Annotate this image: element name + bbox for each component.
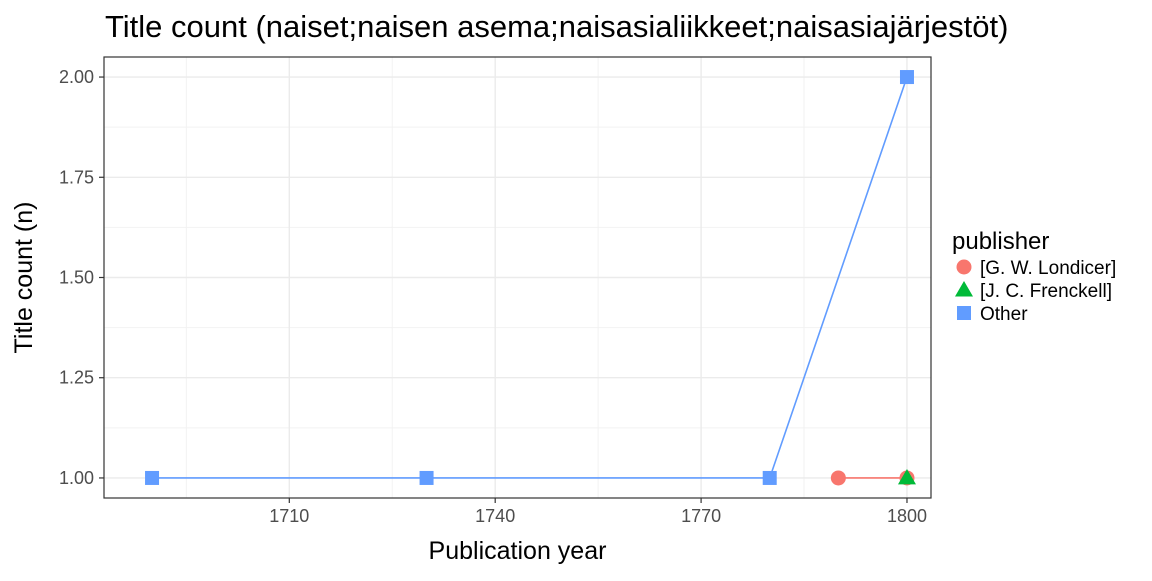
data-point	[762, 470, 777, 485]
series-layer	[145, 70, 916, 486]
data-point	[897, 468, 916, 485]
legend-label: [J. C. Frenckell]	[980, 281, 1112, 302]
x-tick-label: 1800	[887, 506, 927, 526]
y-tick-label: 1.25	[59, 368, 94, 388]
legend: publisher [G. W. Londicer][J. C. Frencke…	[952, 228, 1116, 325]
legend-key	[956, 259, 972, 275]
grid	[104, 57, 931, 498]
legend-key	[955, 281, 973, 297]
legend-title: publisher	[952, 228, 1049, 255]
data-point	[899, 70, 914, 85]
data-point	[830, 470, 846, 486]
series-2	[145, 70, 914, 485]
y-axis-title: Title count (n)	[10, 202, 38, 354]
data-point	[145, 470, 160, 485]
legend-item: Other	[957, 304, 1028, 325]
y-axis: 1.00 1.25 1.50 1.75 2.00	[59, 67, 104, 488]
legend-key	[957, 306, 971, 320]
y-tick-label: 1.00	[59, 468, 94, 488]
series-line	[152, 76, 908, 479]
data-point	[419, 470, 434, 485]
legend-item: [G. W. Londicer]	[956, 258, 1116, 279]
x-axis-title: Publication year	[429, 537, 607, 565]
legend-label: [G. W. Londicer]	[980, 258, 1116, 279]
y-tick-label: 1.50	[59, 268, 94, 288]
legend-label: Other	[980, 304, 1028, 325]
x-axis: 1710 1740 1770 1800	[269, 498, 927, 526]
x-tick-label: 1740	[475, 506, 515, 526]
x-tick-label: 1770	[681, 506, 721, 526]
legend-item: [J. C. Frenckell]	[955, 281, 1112, 302]
y-tick-label: 1.75	[59, 167, 94, 187]
x-tick-label: 1710	[269, 506, 309, 526]
chart-title: Title count (naiset;naisen asema;naisasi…	[105, 9, 1008, 44]
y-tick-label: 2.00	[59, 67, 94, 87]
series-1	[897, 468, 916, 485]
